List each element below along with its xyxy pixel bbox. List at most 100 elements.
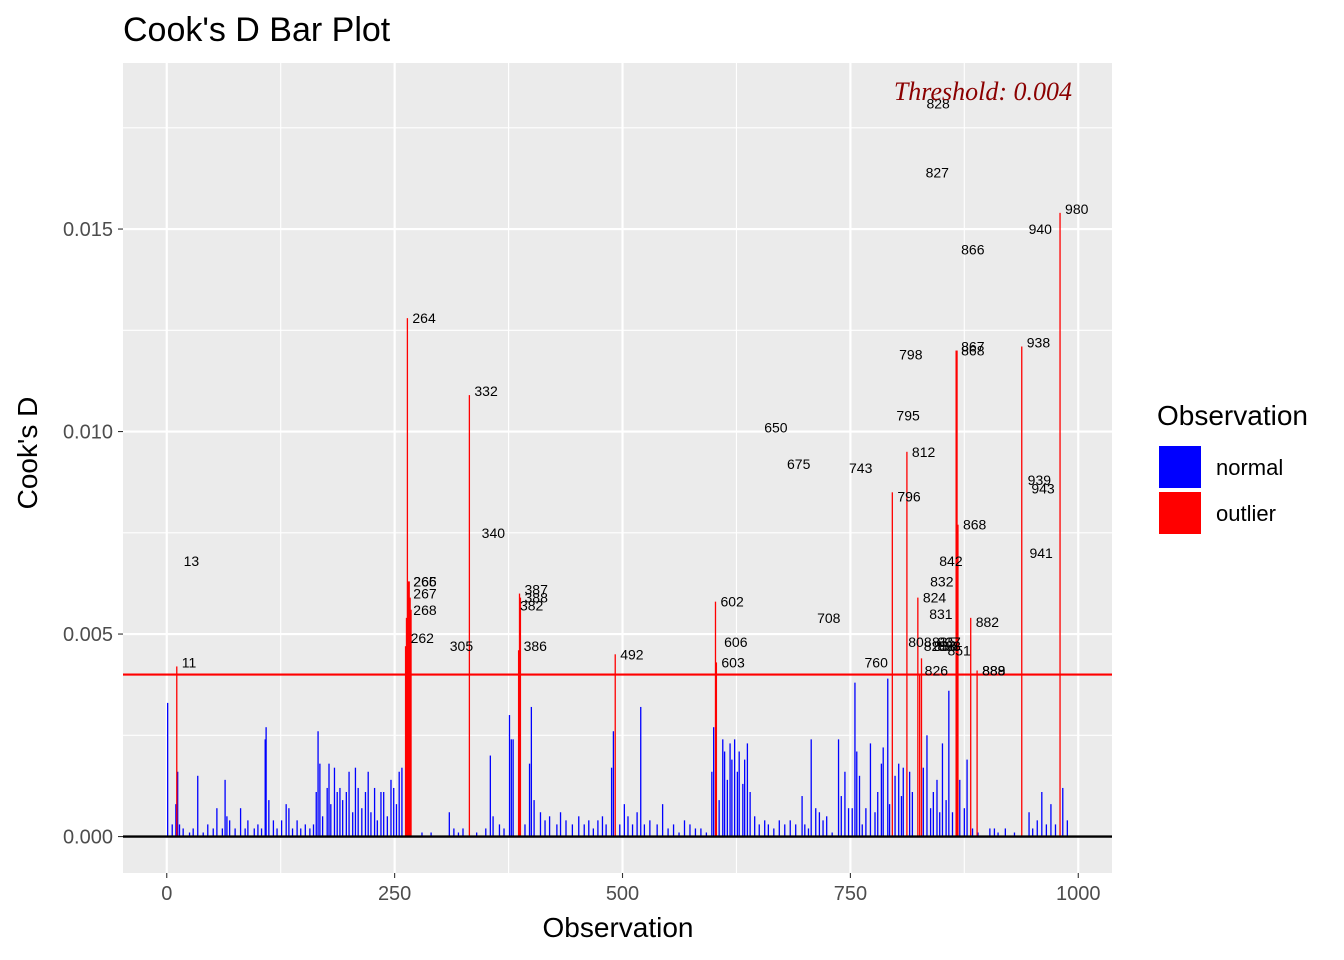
bar-normal <box>476 832 478 837</box>
bar-normal <box>789 820 791 837</box>
bar-normal <box>826 816 828 837</box>
bar-normal <box>216 808 218 837</box>
bar-normal <box>398 771 400 837</box>
bar-normal <box>731 759 733 837</box>
bar-outlier <box>955 350 957 837</box>
bar-normal <box>898 763 900 837</box>
bar-normal <box>421 832 423 837</box>
point-label: 889 <box>982 663 1006 679</box>
y-tick-label: 0.000 <box>63 827 113 849</box>
bar-normal <box>726 779 728 837</box>
bar-normal <box>683 820 686 837</box>
bar-normal <box>959 779 961 837</box>
bar-normal <box>253 828 255 837</box>
bars <box>167 212 1068 837</box>
point-label: 808 <box>908 634 932 650</box>
bar-normal <box>228 820 231 837</box>
bar-normal <box>333 767 336 837</box>
bar-outlier <box>956 350 958 837</box>
bar-normal <box>221 828 224 837</box>
bar-normal <box>837 739 840 837</box>
bar-normal <box>380 792 382 837</box>
bar-normal <box>192 828 194 837</box>
bar-normal <box>951 812 954 837</box>
bar-normal <box>448 812 450 837</box>
reference-lines <box>123 673 1112 838</box>
point-label: 382 <box>520 598 544 614</box>
bar-normal <box>911 792 914 837</box>
point-label: 832 <box>930 573 954 589</box>
bar-normal <box>457 832 460 837</box>
bar-normal <box>276 828 278 837</box>
bar-normal <box>723 751 726 837</box>
point-label: 305 <box>450 638 474 654</box>
bar-normal <box>1004 828 1007 837</box>
bar-normal <box>854 682 856 837</box>
bar-normal <box>744 759 746 837</box>
bar-outlier <box>715 662 718 837</box>
bar-normal <box>1054 824 1057 837</box>
bar-normal <box>718 800 720 837</box>
bar-normal <box>280 820 283 837</box>
bar-normal <box>177 771 179 837</box>
point-label: 941 <box>1029 545 1053 561</box>
bar-normal <box>997 832 999 837</box>
bar-normal <box>296 820 298 837</box>
bar-normal <box>565 820 567 837</box>
bar-normal <box>874 812 876 837</box>
bar-normal <box>713 727 715 837</box>
point-label: 332 <box>474 383 498 399</box>
point-label: 492 <box>620 646 644 662</box>
bar-normal <box>345 792 347 837</box>
bar-normal <box>736 771 739 837</box>
point-label: 760 <box>865 654 889 670</box>
point-label: 828 <box>926 96 950 112</box>
bar-normal <box>700 828 702 837</box>
bar-outlier <box>614 654 616 837</box>
bar-normal <box>559 812 562 837</box>
bar-normal <box>309 828 311 837</box>
legend-swatch-outlier <box>1159 492 1201 534</box>
bar-normal <box>689 824 691 837</box>
bar-normal <box>656 824 658 837</box>
bar-normal <box>810 739 812 837</box>
bar-normal <box>936 779 938 837</box>
bar-normal <box>485 828 487 837</box>
bar-normal <box>364 792 367 837</box>
point-label: 798 <box>899 347 923 363</box>
bar-normal <box>462 828 464 837</box>
point-label: 743 <box>849 460 873 476</box>
bar-normal <box>430 832 432 837</box>
bar-normal <box>989 828 991 837</box>
bar-normal <box>247 820 249 837</box>
bar-normal <box>932 792 934 837</box>
point-label: 387 <box>525 582 549 598</box>
bar-normal <box>539 812 542 837</box>
bar-normal <box>370 812 372 837</box>
legend: Observation normal outlier <box>1157 400 1308 534</box>
bar-normal <box>583 824 585 837</box>
point-label: 825 <box>924 638 948 654</box>
bar-normal <box>319 763 321 837</box>
bar-outlier <box>519 597 522 837</box>
bar-normal <box>524 824 526 837</box>
bar-outlier <box>970 617 972 837</box>
legend-swatch-normal <box>1159 446 1201 488</box>
bar-normal <box>285 804 287 837</box>
bar-normal <box>1013 832 1016 837</box>
x-axis: 0 250 500 750 1000 <box>161 873 1101 905</box>
bar-normal <box>844 771 846 837</box>
point-label: 842 <box>939 553 963 569</box>
x-tick-label: 500 <box>606 883 639 905</box>
bar-normal <box>224 779 226 837</box>
bar-normal <box>503 828 505 837</box>
bar-normal <box>367 771 369 837</box>
bar-normal <box>257 824 259 837</box>
bar-normal <box>226 816 228 837</box>
bar-normal <box>197 775 199 837</box>
bar-normal <box>678 832 680 837</box>
bar-normal <box>754 816 756 837</box>
bar-normal <box>167 702 169 837</box>
plot-panel <box>123 63 1112 873</box>
